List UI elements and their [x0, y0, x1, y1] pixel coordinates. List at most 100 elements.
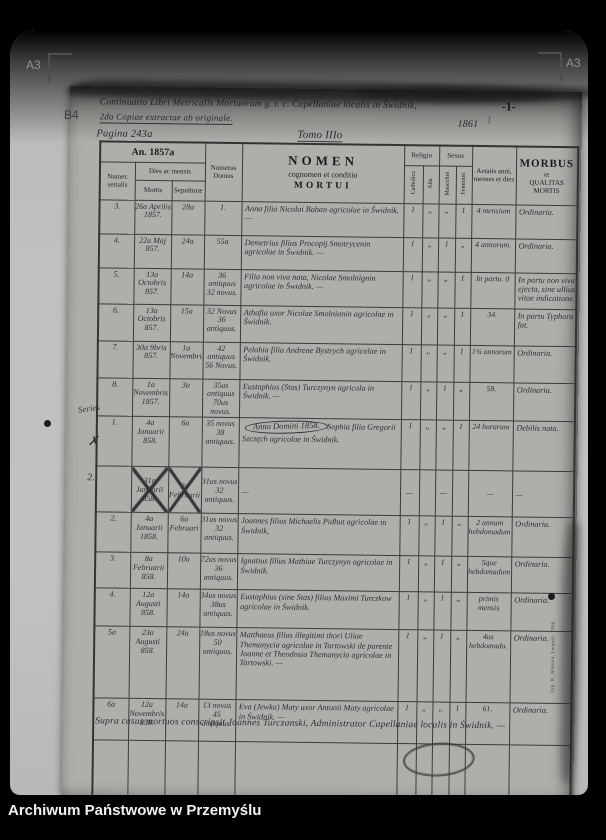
serial-cell: 6. [97, 303, 134, 341]
col-morbus: MORBUS et QUALITAS MORTIS [515, 146, 579, 206]
name-and-condition: Ignatius filius Mathiae Turczynyn agrico… [240, 556, 393, 575]
catholica-cell: 1 [402, 237, 423, 272]
masculini-label: Masculini [444, 171, 451, 196]
catholica-mark: 1 [407, 517, 412, 527]
nomen-sub2: MORTUI [293, 181, 352, 192]
alia-mark: „ [428, 204, 433, 214]
nomen-cell: Eustaphius (Stas) Turczynyn agricola in … [238, 379, 402, 420]
fiducial-a3-right: A3 [566, 56, 581, 70]
catholica-mark: 1 [405, 631, 410, 641]
nomen-title: NOMEN [288, 152, 359, 169]
col-domus: Numerus Domus [204, 142, 243, 202]
table-row: 1. 4a Januarii 858. 6a 35 novus 38 antiq… [96, 416, 575, 473]
serial-value: 7. [112, 342, 119, 352]
catholica-mark: 1 [410, 238, 415, 248]
top-black-bar [0, 0, 606, 30]
sepulturae-cell: 24a [170, 234, 205, 269]
nomen-cell: Filia non viva nata, Nicolae Smolnignin … [240, 269, 403, 308]
mortis-cell: 22a Maj 857. [133, 233, 172, 269]
col-feminini: Feminini [455, 165, 473, 204]
cause-of-death: Debilis nata. [516, 423, 559, 434]
name-and-condition: Pelahia filia Andreae Bystrych agricolae… [243, 344, 386, 364]
col-aetatis: Aetatis anni, menses et dies [471, 145, 517, 205]
masculini-cell: 1 [433, 592, 451, 631]
masculini-mark: 1 [439, 631, 444, 641]
alia-mark: „ [427, 272, 432, 282]
age-value: 24 horarum [472, 422, 510, 432]
domus-cell: 34us novus 38us antiquus. [199, 589, 237, 628]
alia-mark: „ [426, 308, 432, 318]
nomen-cell: — [237, 467, 401, 516]
age-value: 4 mensium [476, 205, 511, 215]
house-number: 31us novus 32 antiquus. [201, 514, 238, 543]
register-page: Continuatio Libri Metricalis Mortuorum g… [61, 78, 595, 805]
mortis-cell: 8a Februarii 858. [129, 552, 168, 590]
serial-value: 6a [107, 699, 116, 709]
serial-value: 3. [114, 201, 121, 211]
sepulturae-cell: 6a [168, 417, 202, 468]
feminini-cell [451, 470, 469, 517]
nomen-cell: Pelahia filia Andreae Bystrych agricolae… [239, 342, 402, 382]
col-religio: Religio [404, 145, 440, 166]
morbus-cell: In partu Typhora fat. [513, 308, 577, 347]
cause-of-death: Ordinaria. [518, 240, 554, 251]
masculini-mark: „ [443, 273, 449, 283]
serial-cell: 5a [93, 626, 130, 699]
aetatis-cell: — [467, 470, 513, 518]
serial-cell: 8. [96, 377, 133, 417]
name-and-condition: Athafia uxor Nicolae Smolnianin agricola… [243, 307, 394, 327]
masculini-cell: — [434, 470, 453, 517]
domus-cell: 42 antiquus 56 Novus. [202, 341, 240, 380]
nomen-sub: cognomen et conditio [288, 169, 358, 180]
alia-mark: „ [426, 382, 431, 392]
subtitle-line: 2da Copiae extractae ab originale. [99, 111, 233, 126]
serial-value: 4. [109, 589, 116, 599]
alia-mark: „ [423, 631, 428, 641]
catholica-mark: 1 [406, 593, 411, 603]
cause-of-death: Ordinaria. [517, 347, 553, 358]
scan-background: A3 A3 B4 Continuatio Libri Metricalis Mo… [10, 30, 595, 805]
house-number: 18us novus 50 antiquus. [199, 628, 236, 657]
alia-cell: „ [416, 630, 434, 703]
sepulturae-date: 14a [177, 590, 190, 600]
serial-value: 1. [111, 417, 118, 427]
serial-value: 8. [112, 379, 119, 389]
feminini-mark: 1 [458, 422, 463, 432]
sepulturae-date: 2a Februarii [168, 481, 201, 500]
feminini-mark: „ [460, 239, 466, 249]
masculini-cell: 1 [432, 630, 451, 703]
domus-cell: 35us antiquus 70us novus. [201, 378, 240, 418]
year-note: 1861 [457, 118, 479, 130]
mortis-cell: 4a Januarii 1858. [130, 512, 168, 554]
table-row: 4. 22a Maj 857. 24a 55a Demetrius filius… [98, 233, 578, 274]
domus-cell: 31us novus 32 antiquus. [200, 513, 238, 554]
sepulturae-cell: 2a Februarii [167, 467, 202, 514]
house-number: 55a [216, 236, 229, 246]
mortis-date: 31a Januarii 858. [135, 476, 164, 504]
mortis-date: 30a 9bris 857. [136, 342, 167, 361]
anno-domini-note: Anno Domini 1858. [244, 420, 328, 435]
masculini-cell: 1 [433, 556, 452, 593]
mortis-date: 23a Augusti 858. [135, 628, 160, 656]
house-number: 42 antiquus 56 Novus. [205, 343, 238, 371]
punch-hole-dot [44, 420, 51, 427]
catholica-mark: 1 [408, 382, 413, 392]
age-value: primis mensis [477, 594, 500, 613]
catholica-mark: — [405, 488, 414, 498]
age-value: In partu. 0 [476, 273, 510, 283]
pagina-label: Pagina 243a [96, 128, 153, 141]
col-nomen: NOMEN cognomen et conditio MORTUI [241, 143, 405, 204]
alia-cell: „ [419, 381, 437, 421]
cause-of-death: Ordinaria. [514, 559, 550, 570]
crop-bracket-left-icon [48, 53, 72, 82]
archive-name: Archiwum Państwowe w Przemyślu [8, 802, 262, 819]
alia-mark: „ [422, 703, 427, 713]
mortis-cell: 1a Novembris 1857. [131, 377, 170, 418]
alia-cell: „ [420, 344, 437, 382]
col-catholica: Catholica [403, 165, 424, 204]
house-number: 34us novus 38us antiquus. [200, 590, 237, 619]
serial-cell: 3. [99, 199, 135, 234]
masculini-cell: 1 [435, 381, 454, 421]
feminini-mark: 1 [459, 346, 464, 356]
feminini-mark: 1 [461, 205, 466, 215]
